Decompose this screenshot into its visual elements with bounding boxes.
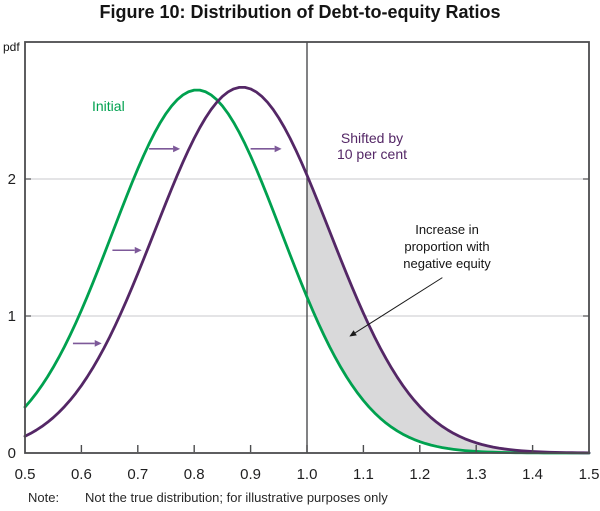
y-tick-label: 1 — [7, 308, 16, 325]
x-tick-label: 0.9 — [240, 466, 262, 483]
x-tick-label: 1.2 — [409, 466, 431, 483]
x-tick-label: 0.8 — [183, 466, 205, 483]
series-label-initial: Initial — [92, 98, 125, 114]
x-tick-label: 1.4 — [522, 466, 544, 483]
x-tick-label: 1.5 — [578, 466, 600, 483]
note-text: Not the true distribution; for illustrat… — [85, 490, 388, 505]
x-tick-label: 1.1 — [352, 466, 374, 483]
x-tick-label: 1.0 — [296, 466, 318, 483]
chart-title: Figure 10: Distribution of Debt-to-equit… — [99, 2, 501, 22]
x-tick-label: 0.7 — [127, 466, 149, 483]
x-tick-label: 0.6 — [70, 466, 92, 483]
y-tick-label: 2 — [7, 171, 16, 188]
series-label-shifted: Shifted by 10 per cent — [336, 130, 408, 162]
y-axis-unit-label: pdf — [3, 40, 20, 54]
x-tick-label: 1.3 — [465, 466, 487, 483]
x-tick-label: 0.5 — [14, 466, 36, 483]
y-tick-label: 0 — [7, 445, 16, 462]
chart-note: Note: Not the true distribution; for ill… — [28, 490, 388, 505]
annotation-negative-equity-label: Increase in proportion with negative equ… — [403, 222, 491, 271]
note-prefix: Note: — [28, 490, 60, 505]
